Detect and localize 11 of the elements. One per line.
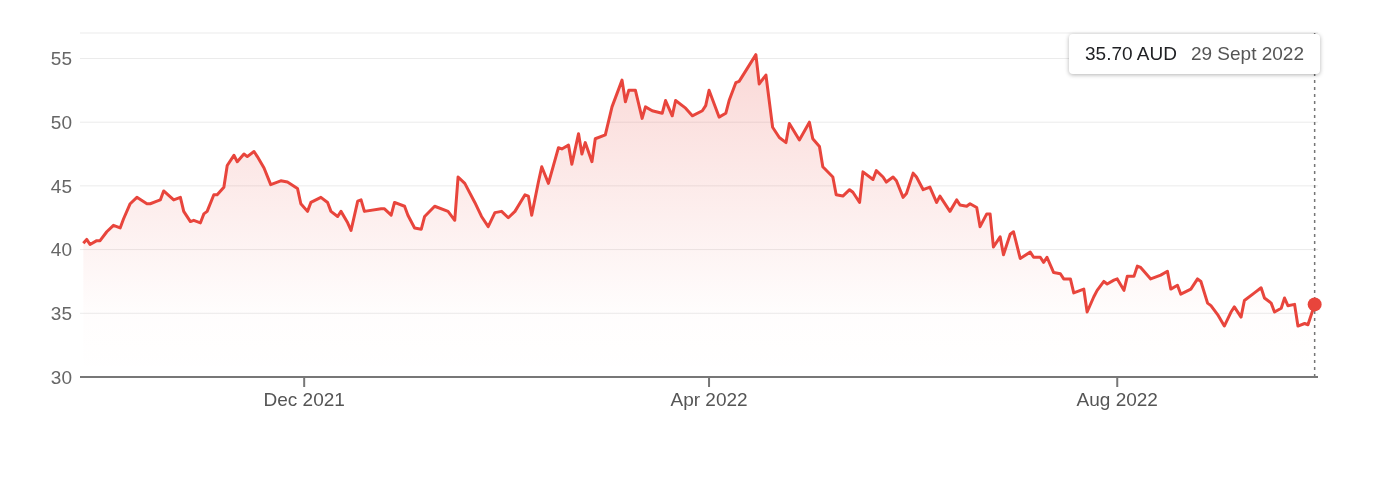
y-tick-label: 35 [50,303,72,325]
x-tick-label: Apr 2022 [670,389,748,411]
x-tick-label: Aug 2022 [1076,389,1158,411]
y-tick-label: 30 [50,366,72,388]
annotation: 35.70 AUD [1085,43,1177,64]
y-tick-label: 45 [50,175,72,197]
x-tick-label: Dec 2021 [263,389,345,411]
y-tick-label: 40 [50,239,72,261]
y-tick-label: 50 [50,111,72,133]
annotation: 29 Sept 2022 [1190,43,1304,64]
y-tick-label: 55 [50,48,72,70]
